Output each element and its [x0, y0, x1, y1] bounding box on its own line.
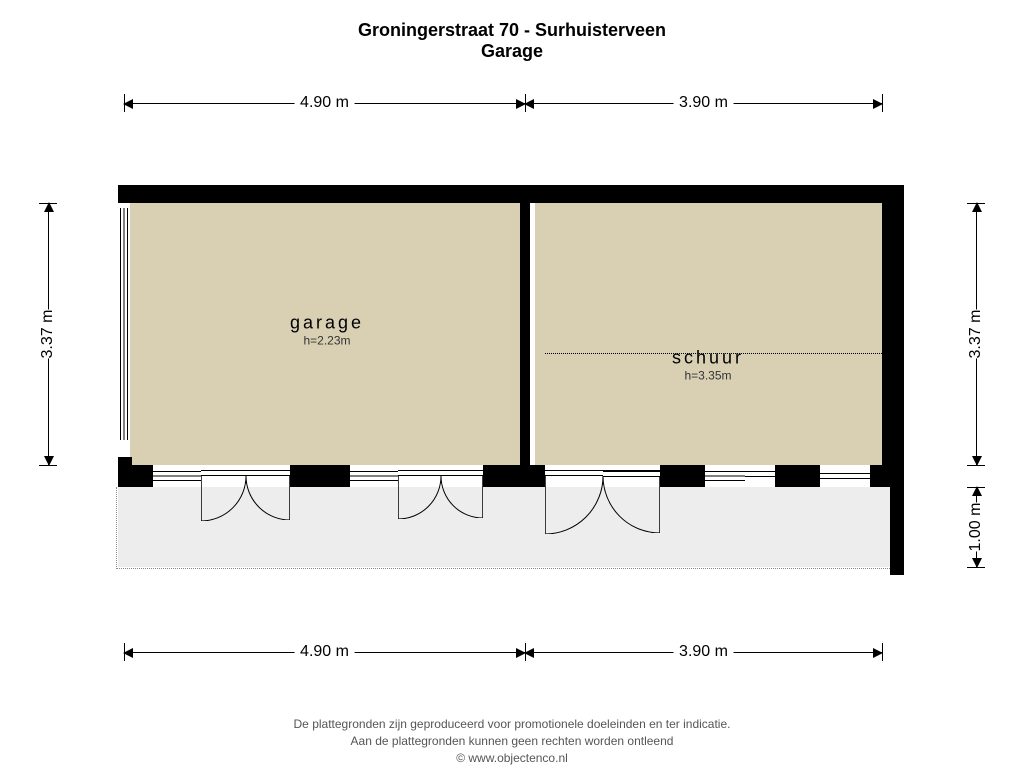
- wall-top: [118, 185, 904, 203]
- door-arc-2: [398, 476, 441, 519]
- bottom-window-0: [153, 471, 201, 481]
- dim-label: 3.90 m: [673, 94, 734, 112]
- title-line1: Groningerstraat 70 - Surhuisterveen: [0, 20, 1024, 41]
- pillar-1: [290, 465, 350, 487]
- bottom-window-1: [350, 471, 398, 481]
- dim-label: 3.37 m: [33, 310, 63, 359]
- wall-right-stub: [890, 487, 904, 575]
- room-height-garage: h=2.23m: [290, 334, 364, 348]
- bottom-window-3: [820, 473, 870, 479]
- footer-line3: © www.objectenco.nl: [0, 750, 1024, 767]
- pillar-0: [118, 465, 153, 487]
- room-fill-schuur: [535, 203, 882, 465]
- footer-block: De plattegronden zijn geproduceerd voor …: [0, 716, 1024, 766]
- door-arc-4: [545, 476, 603, 534]
- room-height-schuur: h=3.35m: [672, 369, 744, 383]
- dim-label: 3.90 m: [673, 643, 734, 661]
- dim-label: 4.90 m: [294, 643, 355, 661]
- pillar-5: [870, 465, 904, 487]
- room-name-schuur: schuur: [672, 348, 744, 369]
- door-gap-6: [745, 471, 775, 477]
- title-block: Groningerstraat 70 - Surhuisterveen Gara…: [0, 20, 1024, 62]
- pillar-2: [483, 465, 545, 487]
- door-arc-5: [603, 476, 660, 533]
- dim-label: 4.90 m: [294, 94, 355, 112]
- wall-left-top-cap: [118, 185, 130, 203]
- pillar-4: [775, 465, 820, 487]
- room-name-garage: garage: [290, 313, 364, 334]
- left-window: [120, 208, 128, 440]
- bottom-window-2: [705, 471, 745, 481]
- footer-line1: De plattegronden zijn geproduceerd voor …: [0, 716, 1024, 733]
- door-arc-3: [441, 476, 483, 518]
- wall-right: [882, 185, 904, 487]
- room-label-garage: garageh=2.23m: [290, 313, 364, 348]
- footer-line2: Aan de plattegronden kunnen geen rechten…: [0, 733, 1024, 750]
- room-dotted-schuur: [545, 353, 882, 354]
- door-gap-7: [603, 471, 660, 477]
- wall-partition: [520, 203, 530, 465]
- door-arc-1: [246, 476, 290, 520]
- door-arc-0: [201, 476, 246, 521]
- pillar-3: [660, 465, 705, 487]
- dim-label: 3.37 m: [961, 310, 991, 359]
- dim-label: 1.00 m: [961, 503, 991, 552]
- title-line2: Garage: [0, 41, 1024, 62]
- floorplan-stage: Groningerstraat 70 - Surhuisterveen Gara…: [0, 0, 1024, 768]
